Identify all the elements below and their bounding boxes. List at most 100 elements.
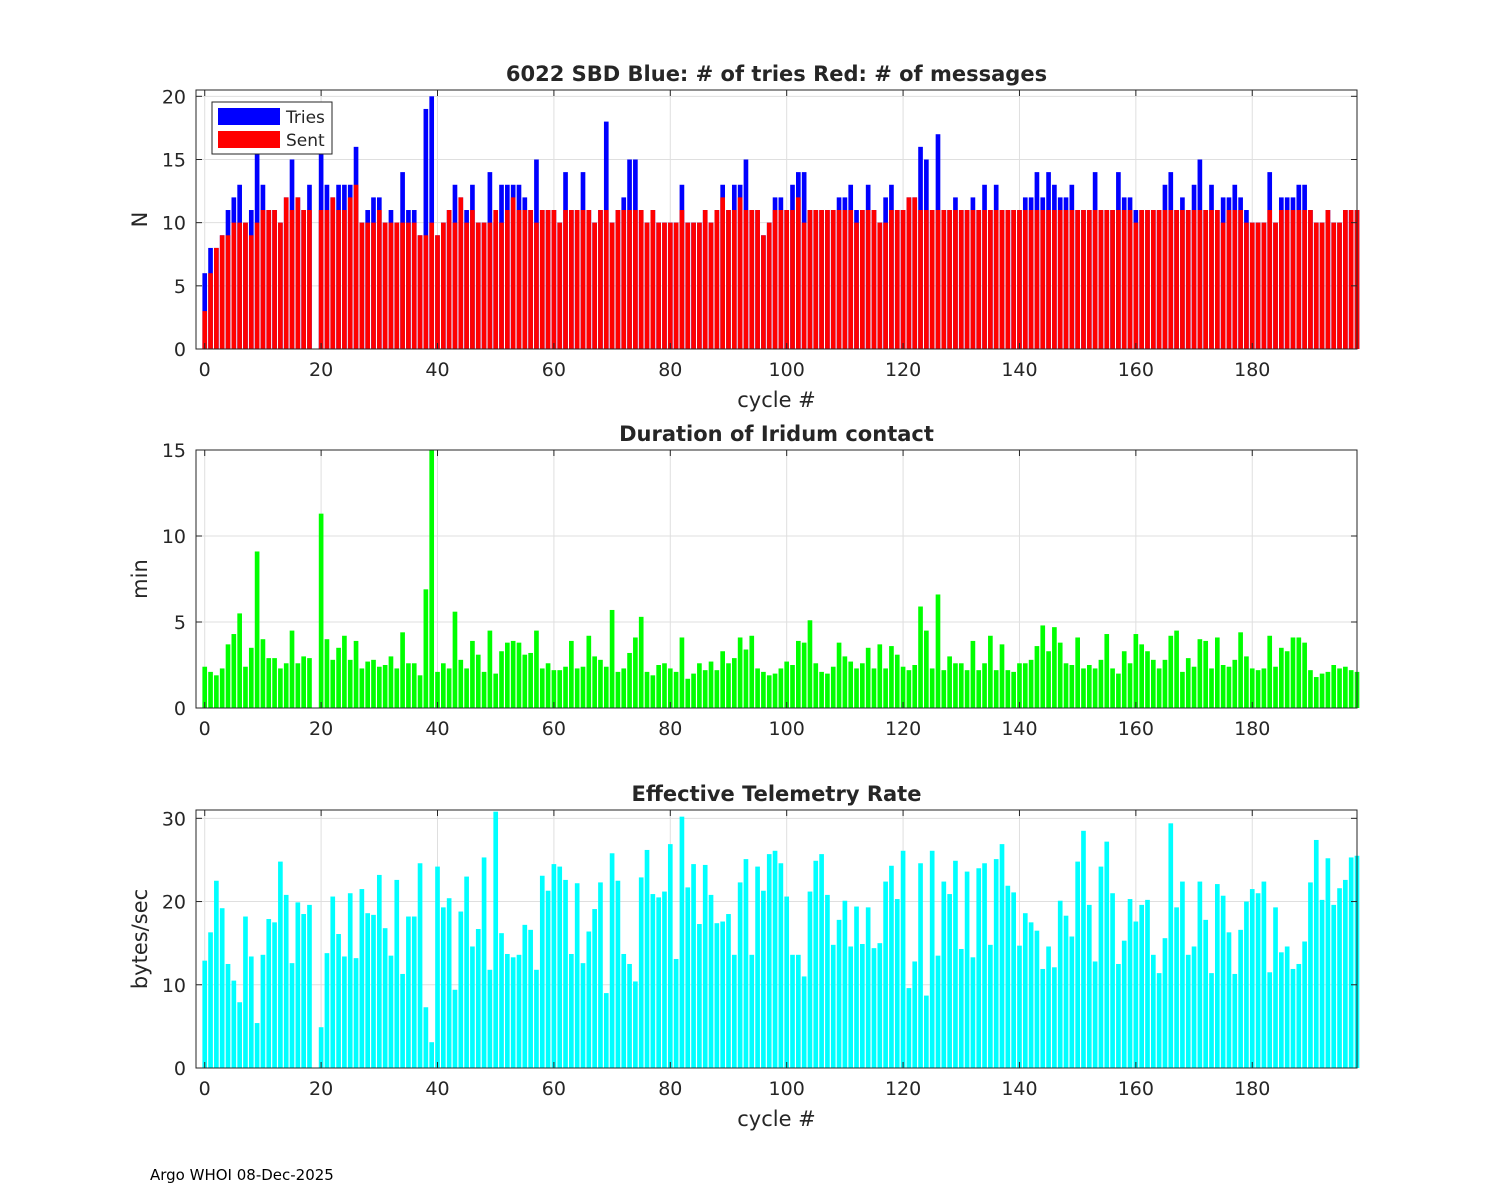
- bar-rate-150: [1075, 861, 1080, 1068]
- bar-sent-123: [918, 210, 923, 349]
- y-tick-label: 0: [174, 698, 186, 720]
- bar-rate-131: [964, 871, 970, 1068]
- bar-rate-34: [400, 973, 405, 1068]
- bar-sent-149: [1069, 210, 1075, 349]
- bar-sent-86: [702, 210, 708, 349]
- bar-sent-168: [1180, 210, 1185, 349]
- bar-rate-153: [1092, 961, 1098, 1068]
- bar-duration-166: [1168, 635, 1174, 708]
- bar-duration-127: [941, 670, 947, 708]
- bar-sent-151: [1081, 210, 1086, 349]
- bar-sent-116: [877, 222, 883, 349]
- bar-duration-112: [854, 668, 859, 708]
- axes-frame: [195, 449, 1358, 709]
- bar-sent-143: [1034, 210, 1040, 349]
- bar-rate-110: [842, 900, 848, 1068]
- bar-duration-113: [860, 663, 865, 708]
- bar-sent-178: [1238, 210, 1243, 349]
- bar-sent-128: [947, 210, 952, 349]
- legend-label-tries: Tries: [285, 108, 325, 128]
- bar-rate-14: [283, 894, 289, 1068]
- bar-sent-69: [603, 210, 609, 349]
- bar-duration-146: [1052, 627, 1057, 708]
- bar-sent-32: [388, 222, 394, 349]
- bar-rate-57: [534, 969, 539, 1068]
- bar-rate-138: [1005, 885, 1011, 1068]
- bar-rate-49: [487, 969, 493, 1068]
- bar-rate-132: [970, 957, 976, 1068]
- bar-rate-66: [586, 931, 592, 1068]
- bar-duration-185: [1279, 647, 1284, 708]
- bar-rate-109: [836, 919, 842, 1068]
- bar-duration-61: [557, 670, 563, 708]
- bar-sent-34: [400, 222, 405, 349]
- x-tick-label: 80: [658, 1078, 682, 1100]
- bar-duration-46: [470, 640, 475, 708]
- bar-rate-6: [237, 1002, 242, 1068]
- bar-rate-61: [557, 866, 563, 1068]
- bar-sent-197: [1348, 210, 1354, 349]
- bar-sent-30: [376, 210, 382, 349]
- bar-duration-95: [755, 668, 760, 708]
- bar-duration-92: [737, 637, 743, 708]
- bar-sent-63: [569, 210, 574, 349]
- bar-rate-16: [295, 902, 301, 1068]
- bar-sent-180: [1249, 222, 1255, 349]
- bar-sent-121: [906, 197, 912, 349]
- chart-title: 6022 SBD Blue: # of tries Red: # of mess…: [506, 62, 1047, 86]
- bar-duration-66: [586, 635, 592, 708]
- bar-sent-78: [656, 222, 661, 349]
- bar-rate-10: [260, 954, 266, 1068]
- bar-sent-155: [1104, 210, 1110, 349]
- bar-rate-149: [1069, 936, 1075, 1068]
- bar-duration-171: [1197, 639, 1203, 708]
- bar-rate-99: [778, 863, 784, 1068]
- bar-duration-28: [365, 661, 371, 708]
- bar-duration-44: [458, 659, 464, 708]
- bar-sent-3: [219, 235, 225, 349]
- bar-sent-130: [958, 210, 964, 349]
- bar-sent-163: [1150, 210, 1156, 349]
- bar-duration-192: [1319, 673, 1325, 708]
- bar-rate-43: [452, 989, 458, 1068]
- bar-rate-139: [1011, 892, 1016, 1068]
- bar-rate-69: [603, 993, 609, 1068]
- bar-duration-14: [283, 663, 289, 708]
- bar-sent-20: [318, 210, 324, 349]
- bar-duration-93: [743, 649, 749, 708]
- bar-sent-118: [889, 210, 894, 349]
- x-tick-label: 180: [1234, 359, 1270, 381]
- bar-sent-54: [516, 210, 522, 349]
- bar-duration-108: [830, 666, 836, 708]
- bar-sent-13: [278, 222, 283, 349]
- bar-rate-120: [900, 850, 906, 1068]
- bar-rate-76: [644, 849, 650, 1068]
- bar-sent-191: [1313, 222, 1319, 349]
- bar-rate-107: [825, 894, 830, 1068]
- y-tick-label: 20: [162, 892, 186, 914]
- bar-duration-140: [1017, 663, 1022, 708]
- bar-rate-118: [889, 865, 894, 1068]
- bar-sent-89: [720, 197, 725, 349]
- bar-rate-190: [1308, 882, 1313, 1068]
- bar-duration-165: [1162, 659, 1168, 708]
- bar-duration-42: [446, 668, 452, 708]
- bar-rate-103: [801, 976, 807, 1068]
- bar-duration-193: [1325, 671, 1331, 708]
- y-tick-label: 5: [174, 276, 186, 298]
- bar-sent-10: [260, 210, 266, 349]
- bar-duration-157: [1116, 673, 1121, 708]
- bar-rate-128: [947, 894, 952, 1068]
- bar-sent-172: [1203, 210, 1209, 349]
- y-tick-label: 15: [162, 149, 186, 171]
- bar-sent-2: [214, 247, 219, 349]
- bar-sent-58: [539, 210, 545, 349]
- bar-rate-104: [807, 891, 813, 1068]
- bar-duration-68: [598, 659, 603, 708]
- x-tick-label: 80: [658, 359, 682, 381]
- bar-rate-31: [382, 928, 388, 1068]
- bar-rate-172: [1203, 919, 1209, 1068]
- bar-rate-0: [202, 960, 208, 1068]
- bar-duration-122: [912, 665, 918, 708]
- bar-duration-188: [1296, 637, 1302, 708]
